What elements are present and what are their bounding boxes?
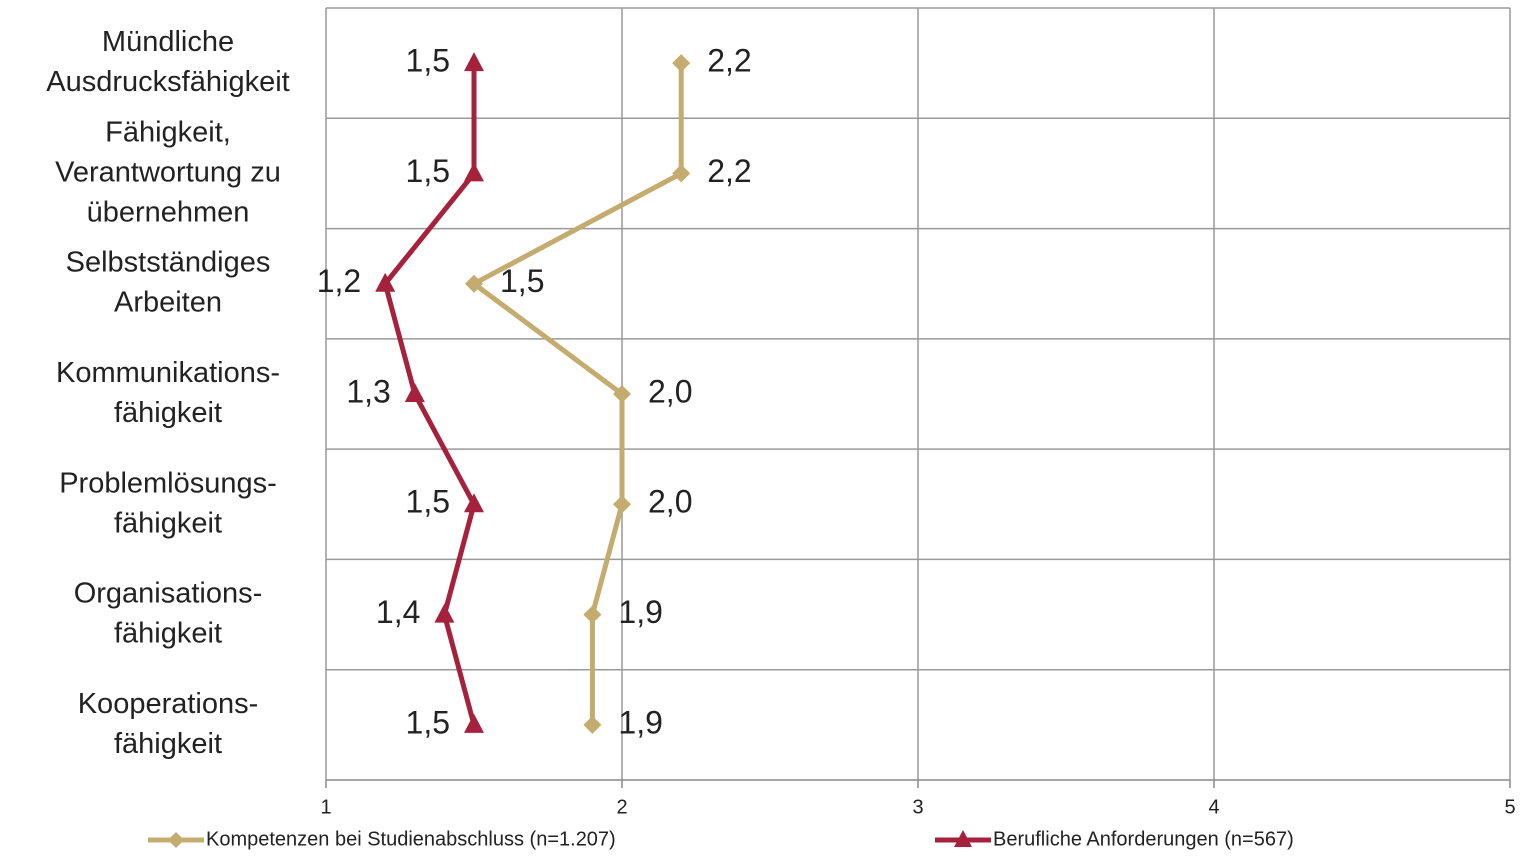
- data-point: [434, 603, 455, 623]
- data-point: [465, 274, 483, 293]
- data-point: [464, 493, 484, 513]
- category-label: Fähigkeit, Verantwortung zu übernehmen: [55, 116, 281, 228]
- category-label: Kooperations-fähigkeit: [78, 688, 259, 760]
- data-label: 2,0: [648, 373, 692, 409]
- x-tick-label: 3: [912, 796, 923, 818]
- data-point: [464, 162, 484, 182]
- category-label: Organisations-fähigkeit: [74, 577, 263, 649]
- data-label: 1,2: [317, 263, 361, 299]
- data-point: [583, 715, 602, 734]
- data-label: 1,9: [618, 704, 662, 740]
- data-point: [464, 713, 484, 733]
- data-point: [672, 164, 691, 183]
- data-point: [613, 495, 631, 514]
- data-point: [672, 54, 691, 73]
- data-label: 1,9: [618, 594, 662, 630]
- data-label: 1,3: [346, 373, 390, 409]
- category-label: Mündliche Ausdrucksfähigkeit: [46, 26, 289, 98]
- data-label: 1,4: [376, 594, 420, 630]
- x-tick-label: 2: [616, 796, 627, 818]
- data-label: 2,2: [707, 43, 751, 79]
- data-point: [404, 383, 425, 402]
- data-label: 2,0: [648, 484, 692, 520]
- x-tick-label: 4: [1208, 796, 1219, 818]
- legend-label: Kompetenzen bei Studienabschluss (n=1.20…: [206, 828, 616, 850]
- data-label: 1,5: [406, 704, 450, 740]
- data-point: [464, 52, 484, 72]
- x-tick-label: 1: [320, 796, 331, 818]
- data-label: 2,2: [707, 153, 751, 189]
- data-label: 1,5: [406, 43, 450, 79]
- x-tick-label: 5: [1504, 796, 1515, 818]
- data-point: [613, 385, 631, 403]
- category-label: Kommunikations-fähigkeit: [56, 357, 280, 429]
- data-label: 1,5: [500, 263, 544, 299]
- category-label: Selbstständiges Arbeiten: [66, 246, 271, 318]
- data-label: 1,5: [406, 153, 450, 189]
- category-label: Problemlösungs-fähigkeit: [59, 467, 277, 539]
- legend-label: Berufliche Anforderungen (n=567): [993, 828, 1294, 850]
- legend-marker: [954, 830, 972, 847]
- data-point: [375, 272, 396, 292]
- data-label: 1,5: [406, 484, 450, 520]
- legend-marker: [168, 832, 184, 848]
- data-point: [583, 605, 602, 624]
